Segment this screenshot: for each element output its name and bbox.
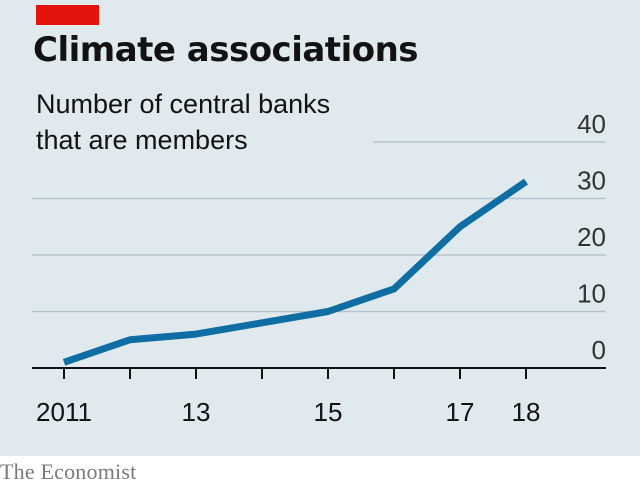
tick-labels: 0 10 20 30 40 2011 13 15 17 18 <box>36 109 606 427</box>
subtitle-line-1: Number of central banks <box>36 89 331 119</box>
series-line-0 <box>62 178 528 366</box>
x-tick-label-18: 18 <box>512 397 541 427</box>
y-tick-label-30: 30 <box>577 166 606 196</box>
y-tick-label-20: 20 <box>577 222 606 252</box>
x-tick-label-15: 15 <box>314 397 343 427</box>
line-chart: 0 10 20 30 40 2011 13 15 17 18 <box>32 109 606 427</box>
x-axis <box>32 367 606 379</box>
x-tick-label-2011: 2011 <box>36 397 92 427</box>
series-layer <box>62 178 528 366</box>
x-tick-label-17: 17 <box>446 397 475 427</box>
gridlines <box>32 141 606 313</box>
subtitle-line-2: that are members <box>36 125 248 155</box>
brand-red-tag <box>36 5 99 25</box>
source-credit: The Economist <box>0 459 137 484</box>
x-tick-label-13: 13 <box>182 397 211 427</box>
y-tick-label-10: 10 <box>577 279 606 309</box>
y-tick-label-40: 40 <box>577 109 606 139</box>
y-tick-label-0: 0 <box>592 335 606 365</box>
chart-title: Climate associations <box>33 30 419 70</box>
chart-subtitle: Number of central banks that are members <box>36 86 366 158</box>
chart-panel <box>0 0 640 456</box>
